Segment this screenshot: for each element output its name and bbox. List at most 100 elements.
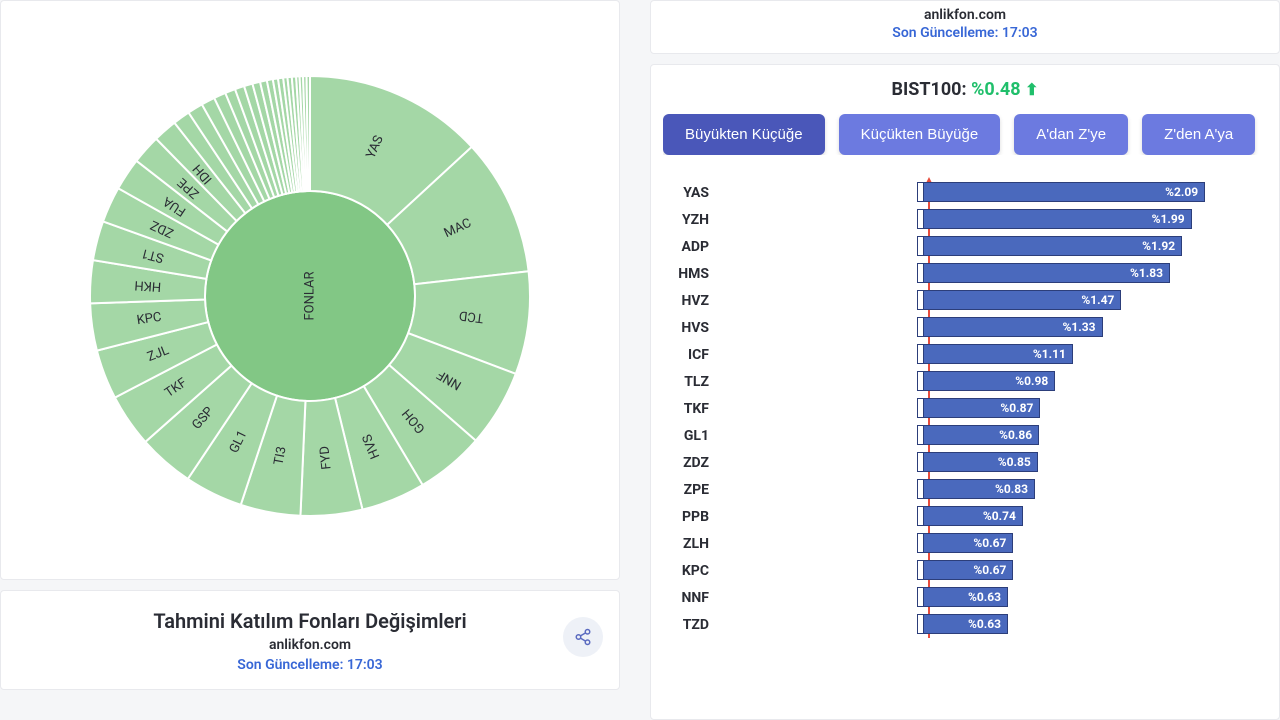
bar-label: TKF xyxy=(663,401,723,417)
sunburst-slice-label: HKH xyxy=(134,277,162,294)
bar-label: PPB xyxy=(663,509,723,525)
share-button[interactable] xyxy=(563,617,603,657)
bar-row[interactable]: NNF%0.63 xyxy=(723,584,1267,611)
bar-fill: %1.33 xyxy=(923,317,1103,337)
bist-pct: %0.48 xyxy=(971,79,1021,100)
bar-track: %0.85 xyxy=(723,449,1267,476)
sunburst-center-label: FONLAR xyxy=(302,271,317,320)
bar-label: ICF xyxy=(663,347,723,363)
bar-row[interactable]: ZLH%0.67 xyxy=(723,530,1267,557)
bar-fill: %0.63 xyxy=(923,614,1008,634)
bar-value: %0.87 xyxy=(1000,401,1033,415)
bar-value: %1.99 xyxy=(1152,212,1185,226)
sunburst-chart[interactable]: FONLARYASMACTCDNNFGOHHVSFYDTI3GL1GSPTKFZ… xyxy=(50,1,570,561)
bar-value: %0.74 xyxy=(983,509,1016,523)
bar-fill: %1.47 xyxy=(923,290,1121,310)
chart-subtitle-domain: anlikfon.com xyxy=(21,637,599,653)
up-arrow-icon: ⬆ xyxy=(1025,80,1038,99)
bar-track: %1.99 xyxy=(723,206,1267,233)
sort-button[interactable]: Küçükten Büyüğe xyxy=(839,114,1001,155)
bar-value: %1.47 xyxy=(1081,293,1114,307)
bar-value: %0.67 xyxy=(973,536,1006,550)
bar-value: %0.67 xyxy=(973,563,1006,577)
bar-row[interactable]: ZDZ%0.85 xyxy=(723,449,1267,476)
bar-label: ZLH xyxy=(663,536,723,552)
sort-button[interactable]: A'dan Z'ye xyxy=(1014,114,1128,155)
bar-label: ZPE xyxy=(663,482,723,498)
bar-fill: %1.83 xyxy=(923,263,1170,283)
bist-card: BIST100: %0.48 ⬆ Büyükten Küçüğe Küçükten… xyxy=(650,64,1280,720)
sort-button[interactable]: Büyükten Küçüğe xyxy=(663,114,825,155)
bist-line: BIST100: %0.48 ⬆ xyxy=(663,79,1267,100)
bar-value: %2.09 xyxy=(1165,185,1198,199)
bar-fill: %0.63 xyxy=(923,587,1008,607)
bar-track: %0.67 xyxy=(723,530,1267,557)
bar-row[interactable]: YZH%1.99 xyxy=(723,206,1267,233)
bar-fill: %0.67 xyxy=(923,533,1013,553)
bar-value: %0.86 xyxy=(999,428,1032,442)
bar-fill: %0.86 xyxy=(923,425,1039,445)
bar-value: %1.11 xyxy=(1033,347,1066,361)
bar-fill: %1.92 xyxy=(923,236,1182,256)
sunburst-slice-label: FYD xyxy=(317,445,334,470)
bar-row[interactable]: ZPE%0.83 xyxy=(723,476,1267,503)
bar-label: TLZ xyxy=(663,374,723,390)
bar-row[interactable]: PPB%0.74 xyxy=(723,503,1267,530)
bar-track: %0.63 xyxy=(723,611,1267,638)
bar-value: %1.33 xyxy=(1063,320,1096,334)
bar-row[interactable]: HVZ%1.47 xyxy=(723,287,1267,314)
bar-track: %0.86 xyxy=(723,422,1267,449)
bar-track: %0.83 xyxy=(723,476,1267,503)
bar-chart[interactable]: YAS%2.09YZH%1.99ADP%1.92HMS%1.83HVZ%1.47… xyxy=(663,179,1267,638)
bar-value: %1.92 xyxy=(1142,239,1175,253)
bar-row[interactable]: TKF%0.87 xyxy=(723,395,1267,422)
bar-row[interactable]: TZD%0.63 xyxy=(723,611,1267,638)
bar-value: %1.83 xyxy=(1130,266,1163,280)
bar-label: YAS xyxy=(663,185,723,201)
bar-track: %0.63 xyxy=(723,584,1267,611)
bar-label: HVS xyxy=(663,320,723,336)
bar-row[interactable]: TLZ%0.98 xyxy=(723,368,1267,395)
bar-fill: %0.98 xyxy=(923,371,1055,391)
bar-fill: %0.67 xyxy=(923,560,1013,580)
bar-fill: %0.83 xyxy=(923,479,1035,499)
bar-label: TZD xyxy=(663,617,723,633)
bar-row[interactable]: ADP%1.92 xyxy=(723,233,1267,260)
header-update: Son Güncelleme: 17:03 xyxy=(663,25,1267,41)
bar-value: %0.63 xyxy=(968,617,1001,631)
bar-label: HVZ xyxy=(663,293,723,309)
title-card: Tahmini Katılım Fonları Değişimleri anli… xyxy=(0,590,620,690)
bar-fill: %1.11 xyxy=(923,344,1073,364)
sort-row: Büyükten Küçüğe Küçükten Büyüğe A'dan Z'ye… xyxy=(663,114,1267,155)
bar-track: %0.67 xyxy=(723,557,1267,584)
sort-button[interactable]: Z'den A'ya xyxy=(1142,114,1255,155)
share-icon xyxy=(574,628,592,646)
bar-row[interactable]: YAS%2.09 xyxy=(723,179,1267,206)
bar-track: %1.83 xyxy=(723,260,1267,287)
bar-row[interactable]: GL1%0.86 xyxy=(723,422,1267,449)
bar-track: %1.47 xyxy=(723,287,1267,314)
bar-label: ADP xyxy=(663,239,723,255)
bar-fill: %0.74 xyxy=(923,506,1023,526)
bar-track: %1.33 xyxy=(723,314,1267,341)
bar-label: YZH xyxy=(663,212,723,228)
bar-value: %0.85 xyxy=(998,455,1031,469)
bar-label: GL1 xyxy=(663,428,723,444)
bar-row[interactable]: KPC%0.67 xyxy=(723,557,1267,584)
bar-track: %1.11 xyxy=(723,341,1267,368)
bar-label: KPC xyxy=(663,563,723,579)
bar-label: NNF xyxy=(663,590,723,606)
bar-fill: %0.85 xyxy=(923,452,1038,472)
bar-row[interactable]: ICF%1.11 xyxy=(723,341,1267,368)
bar-track: %2.09 xyxy=(723,179,1267,206)
right-header-card: anlikfon.com Son Güncelleme: 17:03 xyxy=(650,0,1280,54)
bar-fill: %2.09 xyxy=(923,182,1205,202)
bar-row[interactable]: HMS%1.83 xyxy=(723,260,1267,287)
bar-fill: %1.99 xyxy=(923,209,1192,229)
bar-row[interactable]: HVS%1.33 xyxy=(723,314,1267,341)
bar-track: %0.98 xyxy=(723,368,1267,395)
bar-track: %1.92 xyxy=(723,233,1267,260)
bist-label: BIST100: xyxy=(892,79,967,100)
bar-fill: %0.87 xyxy=(923,398,1040,418)
bar-label: HMS xyxy=(663,266,723,282)
